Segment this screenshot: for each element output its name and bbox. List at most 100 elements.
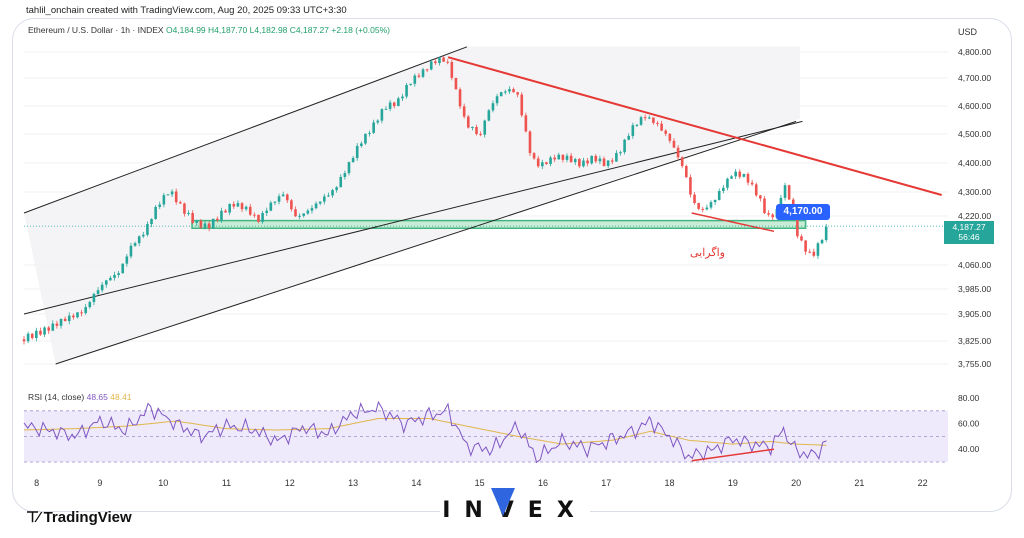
- candle-body: [627, 135, 631, 140]
- candle-body: [685, 166, 688, 178]
- candle-body: [549, 157, 552, 165]
- candle-body: [713, 199, 717, 203]
- price-tag-4170: 4,170.00: [776, 204, 830, 220]
- candle-body: [759, 195, 762, 199]
- candle-body: [109, 277, 112, 281]
- rsi-line[interactable]: [23, 400, 827, 464]
- candle-body: [479, 134, 482, 136]
- candle-body: [804, 240, 807, 252]
- channel-mid-line[interactable]: [23, 120, 803, 315]
- candle-body: [639, 117, 643, 125]
- candle-body: [129, 245, 133, 257]
- channel-lower-line[interactable]: [55, 120, 797, 365]
- candle-body: [512, 89, 515, 93]
- candle-body: [318, 201, 322, 204]
- candle-body: [170, 191, 174, 195]
- price-axis-label: 4,060.00: [958, 260, 991, 270]
- candle-body: [339, 176, 343, 188]
- candle-body: [306, 210, 310, 214]
- time-axis-label: 12: [285, 478, 295, 488]
- bar-countdown: 56:46: [958, 232, 980, 242]
- price-axis-label: 4,220.00: [958, 211, 991, 221]
- candle-body: [779, 197, 783, 210]
- candle-body: [88, 302, 92, 308]
- tradingview-logo-icon: ⊤⁄: [26, 509, 40, 526]
- candle-body: [726, 178, 729, 188]
- candle-body: [195, 220, 199, 223]
- candle-body: [820, 239, 824, 244]
- candle-body: [532, 153, 536, 159]
- candle-body: [783, 185, 787, 198]
- candle-body: [787, 185, 791, 200]
- candle-body: [491, 103, 495, 111]
- candle-body: [397, 98, 400, 107]
- candle-body: [162, 195, 166, 205]
- candle-body: [738, 171, 742, 177]
- channel-upper-line[interactable]: [23, 46, 468, 214]
- rsi-divergence-line[interactable]: [691, 448, 775, 462]
- currency-label: USD: [958, 27, 978, 37]
- candle-body: [680, 157, 684, 167]
- candle-body: [742, 174, 746, 177]
- candle-body: [635, 124, 639, 126]
- time-axis-label: 14: [411, 478, 421, 488]
- candle-body: [232, 203, 236, 207]
- candle-body: [487, 110, 491, 121]
- candle-body: [302, 213, 306, 216]
- candle-body: [417, 75, 421, 77]
- price-axis-label: 3,755.00: [958, 359, 991, 369]
- candle-body: [754, 184, 758, 196]
- candle-body: [541, 162, 544, 167]
- candle-body: [154, 206, 157, 219]
- price-axis-label: 4,300.00: [958, 187, 991, 197]
- candle-body: [347, 162, 351, 174]
- candle-body: [401, 96, 404, 99]
- rsi-header[interactable]: RSI (14, close) 48.65 48.41: [28, 392, 132, 402]
- candle-body: [693, 194, 696, 203]
- candle-body: [187, 213, 190, 215]
- candle-body: [606, 160, 610, 166]
- candle-body: [652, 117, 655, 123]
- candle-body: [211, 218, 215, 229]
- candle-body: [565, 155, 569, 160]
- support-zone[interactable]: [191, 219, 807, 229]
- tradingview-logo[interactable]: ⊤⁄ TradingView: [26, 508, 132, 527]
- candle-body: [647, 117, 651, 119]
- symbol-header: Ethereum / U.S. Dollar · 1h · INDEX O4,1…: [28, 25, 390, 35]
- candle-body: [594, 155, 598, 162]
- candle-body: [343, 173, 347, 177]
- candle-body: [409, 83, 412, 85]
- candle-body: [80, 312, 83, 314]
- candle-body: [438, 57, 441, 64]
- candle-body: [796, 213, 799, 237]
- rsi-ma-line[interactable]: [23, 418, 827, 446]
- candle-body: [364, 133, 367, 144]
- candle-body: [257, 214, 260, 222]
- candle-body: [166, 194, 170, 196]
- candle-body: [248, 206, 252, 215]
- candle-body: [150, 218, 153, 225]
- candle-body: [471, 127, 474, 129]
- candle-body: [281, 194, 285, 197]
- candle-body: [67, 315, 71, 322]
- falling-trendline[interactable]: [447, 56, 942, 196]
- time-axis-label: 22: [918, 478, 928, 488]
- candle-body: [536, 158, 540, 167]
- candle-body: [265, 210, 269, 213]
- symbol-name[interactable]: Ethereum / U.S. Dollar · 1h · INDEX: [28, 25, 164, 35]
- price-axis-label: 3,985.00: [958, 284, 991, 294]
- candle-body: [466, 116, 470, 128]
- price-divergence-line[interactable]: [691, 212, 775, 233]
- candle-body: [368, 132, 371, 134]
- candle-body: [63, 318, 67, 322]
- candle-body: [84, 307, 88, 314]
- time-axis-label: 9: [97, 478, 102, 488]
- divergence-label: واگرایی: [690, 247, 725, 259]
- candle-body: [121, 263, 125, 274]
- candle-body: [746, 174, 750, 183]
- candle-body: [664, 130, 668, 134]
- candle-body: [174, 191, 178, 203]
- candle-body: [323, 196, 326, 202]
- candle-body: [72, 315, 75, 318]
